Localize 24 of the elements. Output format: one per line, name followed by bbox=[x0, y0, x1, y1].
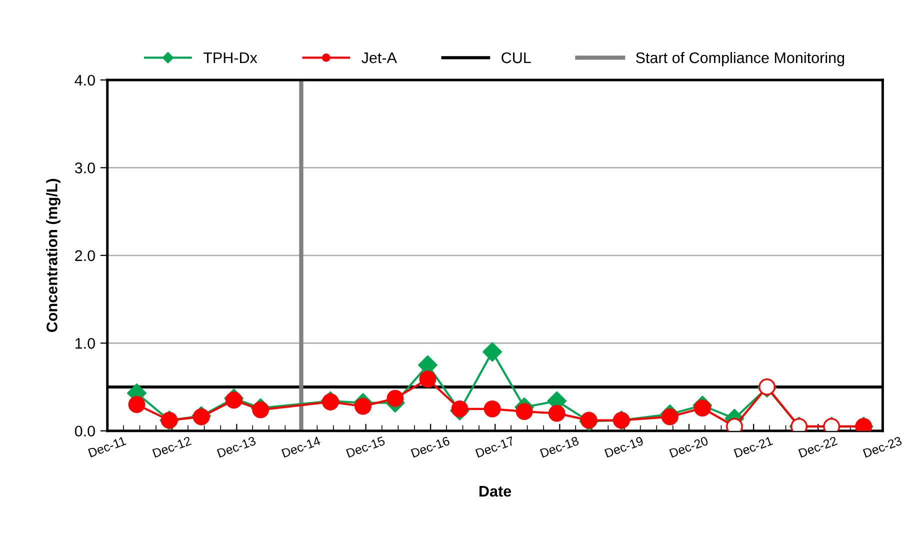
legend-label: CUL bbox=[502, 52, 531, 64]
legend-label: Start of Compliance Monitoring bbox=[636, 52, 844, 66]
x-tick-label: Dec-21 bbox=[734, 436, 774, 458]
x-tick-label: Dec-11 bbox=[88, 436, 126, 458]
x-axis-title: Date bbox=[480, 486, 512, 497]
legend-label: TPH-Dx bbox=[203, 52, 258, 64]
x-tick-label: Dec-15 bbox=[346, 436, 386, 458]
x-tick-label: Dec-23 bbox=[862, 436, 902, 458]
y-tick-label: 4.0 bbox=[74, 74, 95, 86]
x-tick-label: Dec-18 bbox=[540, 436, 580, 458]
y-tick-label: 1.0 bbox=[76, 338, 95, 349]
x-tick-label: Dec-22 bbox=[798, 436, 838, 458]
legend-label: Jet-A bbox=[362, 52, 397, 64]
x-tick-label: Dec-20 bbox=[669, 436, 709, 458]
y-axis-title: Concentration (mg/L) bbox=[46, 178, 60, 332]
x-tick-label: Dec-16 bbox=[410, 436, 450, 458]
x-tick-label: Dec-17 bbox=[475, 436, 515, 458]
x-tick-label: Dec-14 bbox=[281, 436, 321, 458]
y-tick-label: 3.0 bbox=[74, 162, 95, 174]
x-tick-label: Dec-19 bbox=[604, 436, 644, 458]
y-tick-label: 0.0 bbox=[74, 426, 95, 437]
x-tick-label: Dec-12 bbox=[152, 436, 192, 458]
y-tick-label: 2.0 bbox=[75, 250, 95, 262]
x-tick-label: Dec-13 bbox=[216, 436, 256, 458]
